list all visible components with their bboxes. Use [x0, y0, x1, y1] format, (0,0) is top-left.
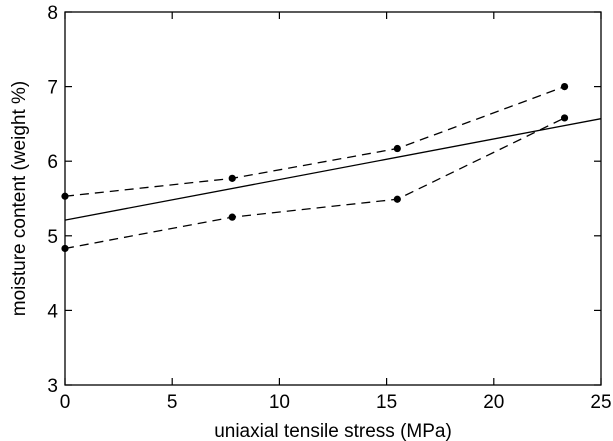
data-point [61, 192, 69, 200]
data-point [560, 83, 569, 91]
series-line-1 [64, 85, 565, 197]
y-tick-label: 4 [47, 301, 58, 322]
series-line-3 [64, 118, 602, 221]
plot-frame [64, 11, 602, 386]
data-point [228, 174, 236, 182]
x-tick-label: 10 [269, 392, 290, 413]
x-tick-label: 25 [590, 392, 611, 413]
x-tick-label: 0 [60, 392, 71, 413]
y-tick-label: 8 [47, 3, 58, 24]
series-line-2 [64, 117, 565, 250]
y-tick-label: 7 [47, 78, 58, 99]
data-point [61, 244, 69, 253]
data-point [393, 195, 401, 203]
x-tick-label: 15 [376, 392, 397, 413]
x-tick-label: 5 [167, 392, 178, 413]
y-tick-label: 3 [47, 376, 58, 397]
y-axis-label: moisture content (weight %) [9, 81, 30, 317]
plot-area [64, 11, 602, 386]
data-point [228, 213, 236, 221]
axis-ticks: 0 5 10 15 20 25 3 4 5 6 7 8 [47, 3, 611, 413]
data-point [393, 144, 401, 153]
y-tick-label: 5 [47, 227, 58, 248]
series-group [61, 83, 602, 253]
data-point [560, 114, 569, 122]
x-axis-label: uniaxial tensile stress (MPa) [214, 421, 452, 441]
x-tick-label: 20 [483, 392, 504, 413]
y-tick-label: 6 [47, 152, 58, 173]
